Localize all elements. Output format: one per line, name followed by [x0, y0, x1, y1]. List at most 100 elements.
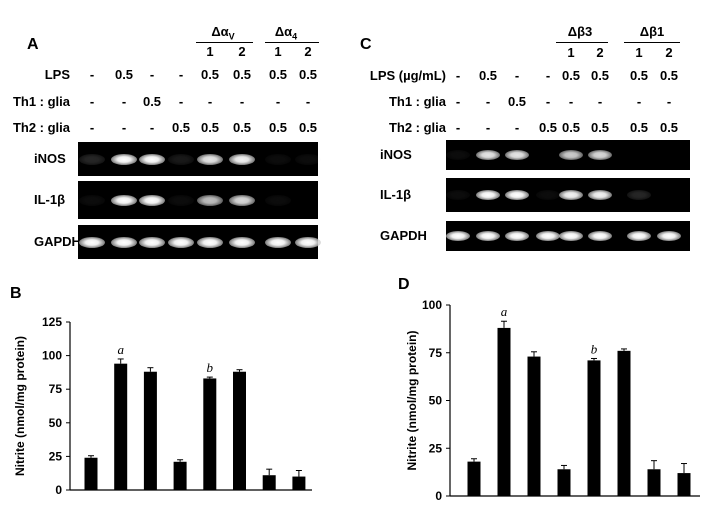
treatment-value: -	[485, 120, 491, 135]
gel-row-label: iNOS	[34, 151, 66, 166]
gel-band	[79, 236, 105, 248]
group-c-2-line	[624, 42, 680, 43]
gel-band	[168, 153, 194, 165]
lane-number: 1	[274, 44, 282, 59]
significance-label: a	[501, 304, 508, 319]
treatment-value: -	[514, 120, 520, 135]
gel-band	[588, 231, 612, 241]
treatment-value: -	[149, 67, 155, 82]
treatment-value: -	[455, 94, 461, 109]
gel-band	[265, 194, 291, 206]
treatment-value: -	[568, 94, 574, 109]
bar	[203, 378, 217, 490]
bar	[617, 350, 631, 496]
bar	[647, 469, 661, 496]
treatment-value: -	[178, 67, 184, 82]
y-axis-title: Nitrite (nmol/mg protein)	[405, 331, 419, 471]
y-tick-label: 125	[42, 315, 62, 329]
lane-number: 2	[665, 45, 673, 60]
gel-row-label: GAPDH	[380, 228, 427, 243]
gel-band	[446, 150, 470, 160]
y-tick-label: 100	[42, 349, 62, 363]
y-tick-label: 25	[49, 449, 63, 463]
treatment-row-label: Th2 : glia	[12, 120, 70, 135]
gel-band	[265, 236, 291, 248]
treatment-value: 0.5	[232, 120, 252, 135]
panel-label-a: A	[27, 36, 39, 53]
bar	[143, 371, 157, 490]
treatment-row-label: LPS (µg/mL)	[369, 68, 446, 83]
gel-row-label: iNOS	[380, 147, 412, 162]
y-axis-title: Nitrite (nmol/mg protein)	[13, 336, 27, 476]
gel-band	[588, 190, 612, 200]
lane-number: 2	[596, 45, 604, 60]
treatment-value: -	[545, 68, 551, 83]
lane-number: 2	[304, 44, 312, 59]
treatment-value: 0.5	[629, 68, 649, 83]
treatment-value: -	[89, 94, 95, 109]
gel-band	[111, 236, 137, 248]
treatment-value: 0.5	[590, 68, 610, 83]
gel-band	[79, 194, 105, 206]
y-tick-label: 100	[422, 298, 442, 312]
gel-band	[229, 153, 255, 165]
treatment-value: -	[455, 120, 461, 135]
gel-band	[505, 190, 529, 200]
treatment-value: -	[121, 120, 127, 135]
gel-band	[139, 194, 165, 206]
y-tick-label: 25	[429, 441, 443, 455]
treatment-row-label: Th1 : glia	[12, 94, 70, 109]
lane-number: 1	[567, 45, 575, 60]
y-tick-label: 50	[49, 416, 63, 430]
y-tick-label: 75	[49, 382, 63, 396]
bar	[233, 371, 246, 490]
gel-strip	[78, 142, 321, 176]
gel-band	[197, 194, 223, 206]
group-a-2-line	[265, 42, 319, 43]
treatment-value: 0.5	[268, 120, 288, 135]
gel-band	[197, 153, 223, 165]
gel-band	[559, 231, 583, 241]
gel-strip	[78, 225, 321, 259]
y-tick-label: 50	[429, 394, 443, 408]
group-c-2-label: Δβ1	[639, 24, 665, 39]
gel-band	[79, 153, 105, 165]
treatment-value: -	[636, 94, 642, 109]
treatment-value: 0.5	[561, 120, 581, 135]
bar	[557, 469, 571, 496]
gel-strip	[446, 178, 690, 212]
y-tick-label: 75	[429, 346, 443, 360]
treatment-value: 0.5	[561, 68, 581, 83]
treatment-value: 0.5	[142, 94, 162, 109]
group-a-1-line	[196, 42, 253, 43]
treatment-value: 0.5	[659, 120, 679, 135]
significance-label: b	[207, 360, 214, 375]
treatment-value: 0.5	[114, 67, 134, 82]
treatment-value: -	[149, 120, 155, 135]
bar	[467, 461, 481, 496]
y-tick-label: 0	[55, 483, 62, 497]
treatment-value: -	[275, 94, 281, 109]
gel-strip	[446, 221, 690, 251]
gel-row-label: GAPDH	[34, 234, 81, 249]
bar	[173, 461, 187, 490]
bar	[497, 327, 511, 496]
treatment-value: -	[89, 120, 95, 135]
group-c-1-label: Δβ3	[567, 24, 593, 39]
treatment-value: 0.5	[171, 120, 191, 135]
gel-band	[139, 236, 165, 248]
panel-label-b: B	[10, 285, 22, 302]
panel-label-c: C	[360, 36, 372, 53]
treatment-value: 0.5	[298, 67, 318, 82]
treatment-value: -	[239, 94, 245, 109]
treatment-value: -	[514, 68, 520, 83]
bar	[527, 356, 541, 496]
treatment-value: 0.5	[200, 120, 220, 135]
treatment-value: 0.5	[659, 68, 679, 83]
treatment-value: -	[89, 67, 95, 82]
treatment-value: -	[666, 94, 672, 109]
treatment-row-label: Th1 : glia	[388, 94, 446, 109]
gel-band	[476, 190, 500, 200]
treatment-value: 0.5	[629, 120, 649, 135]
